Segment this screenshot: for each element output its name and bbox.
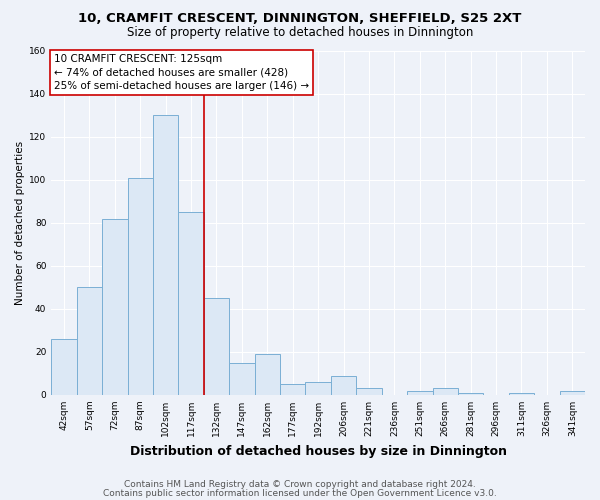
Bar xyxy=(178,212,204,395)
Text: Contains public sector information licensed under the Open Government Licence v3: Contains public sector information licen… xyxy=(103,488,497,498)
Text: Contains HM Land Registry data © Crown copyright and database right 2024.: Contains HM Land Registry data © Crown c… xyxy=(124,480,476,489)
Bar xyxy=(407,390,433,395)
Bar xyxy=(229,362,254,395)
Bar xyxy=(254,354,280,395)
Bar xyxy=(356,388,382,395)
Bar xyxy=(102,218,128,395)
Text: 10, CRAMFIT CRESCENT, DINNINGTON, SHEFFIELD, S25 2XT: 10, CRAMFIT CRESCENT, DINNINGTON, SHEFFI… xyxy=(79,12,521,26)
Bar xyxy=(204,298,229,395)
Bar xyxy=(153,116,178,395)
Bar xyxy=(458,393,484,395)
X-axis label: Distribution of detached houses by size in Dinnington: Distribution of detached houses by size … xyxy=(130,444,506,458)
Bar xyxy=(51,339,77,395)
Text: Size of property relative to detached houses in Dinnington: Size of property relative to detached ho… xyxy=(127,26,473,39)
Bar xyxy=(280,384,305,395)
Bar xyxy=(560,390,585,395)
Bar xyxy=(331,376,356,395)
Bar xyxy=(433,388,458,395)
Bar xyxy=(305,382,331,395)
Y-axis label: Number of detached properties: Number of detached properties xyxy=(15,141,25,305)
Bar xyxy=(128,178,153,395)
Bar xyxy=(77,288,102,395)
Text: 10 CRAMFIT CRESCENT: 125sqm
← 74% of detached houses are smaller (428)
25% of se: 10 CRAMFIT CRESCENT: 125sqm ← 74% of det… xyxy=(54,54,309,91)
Bar xyxy=(509,393,534,395)
